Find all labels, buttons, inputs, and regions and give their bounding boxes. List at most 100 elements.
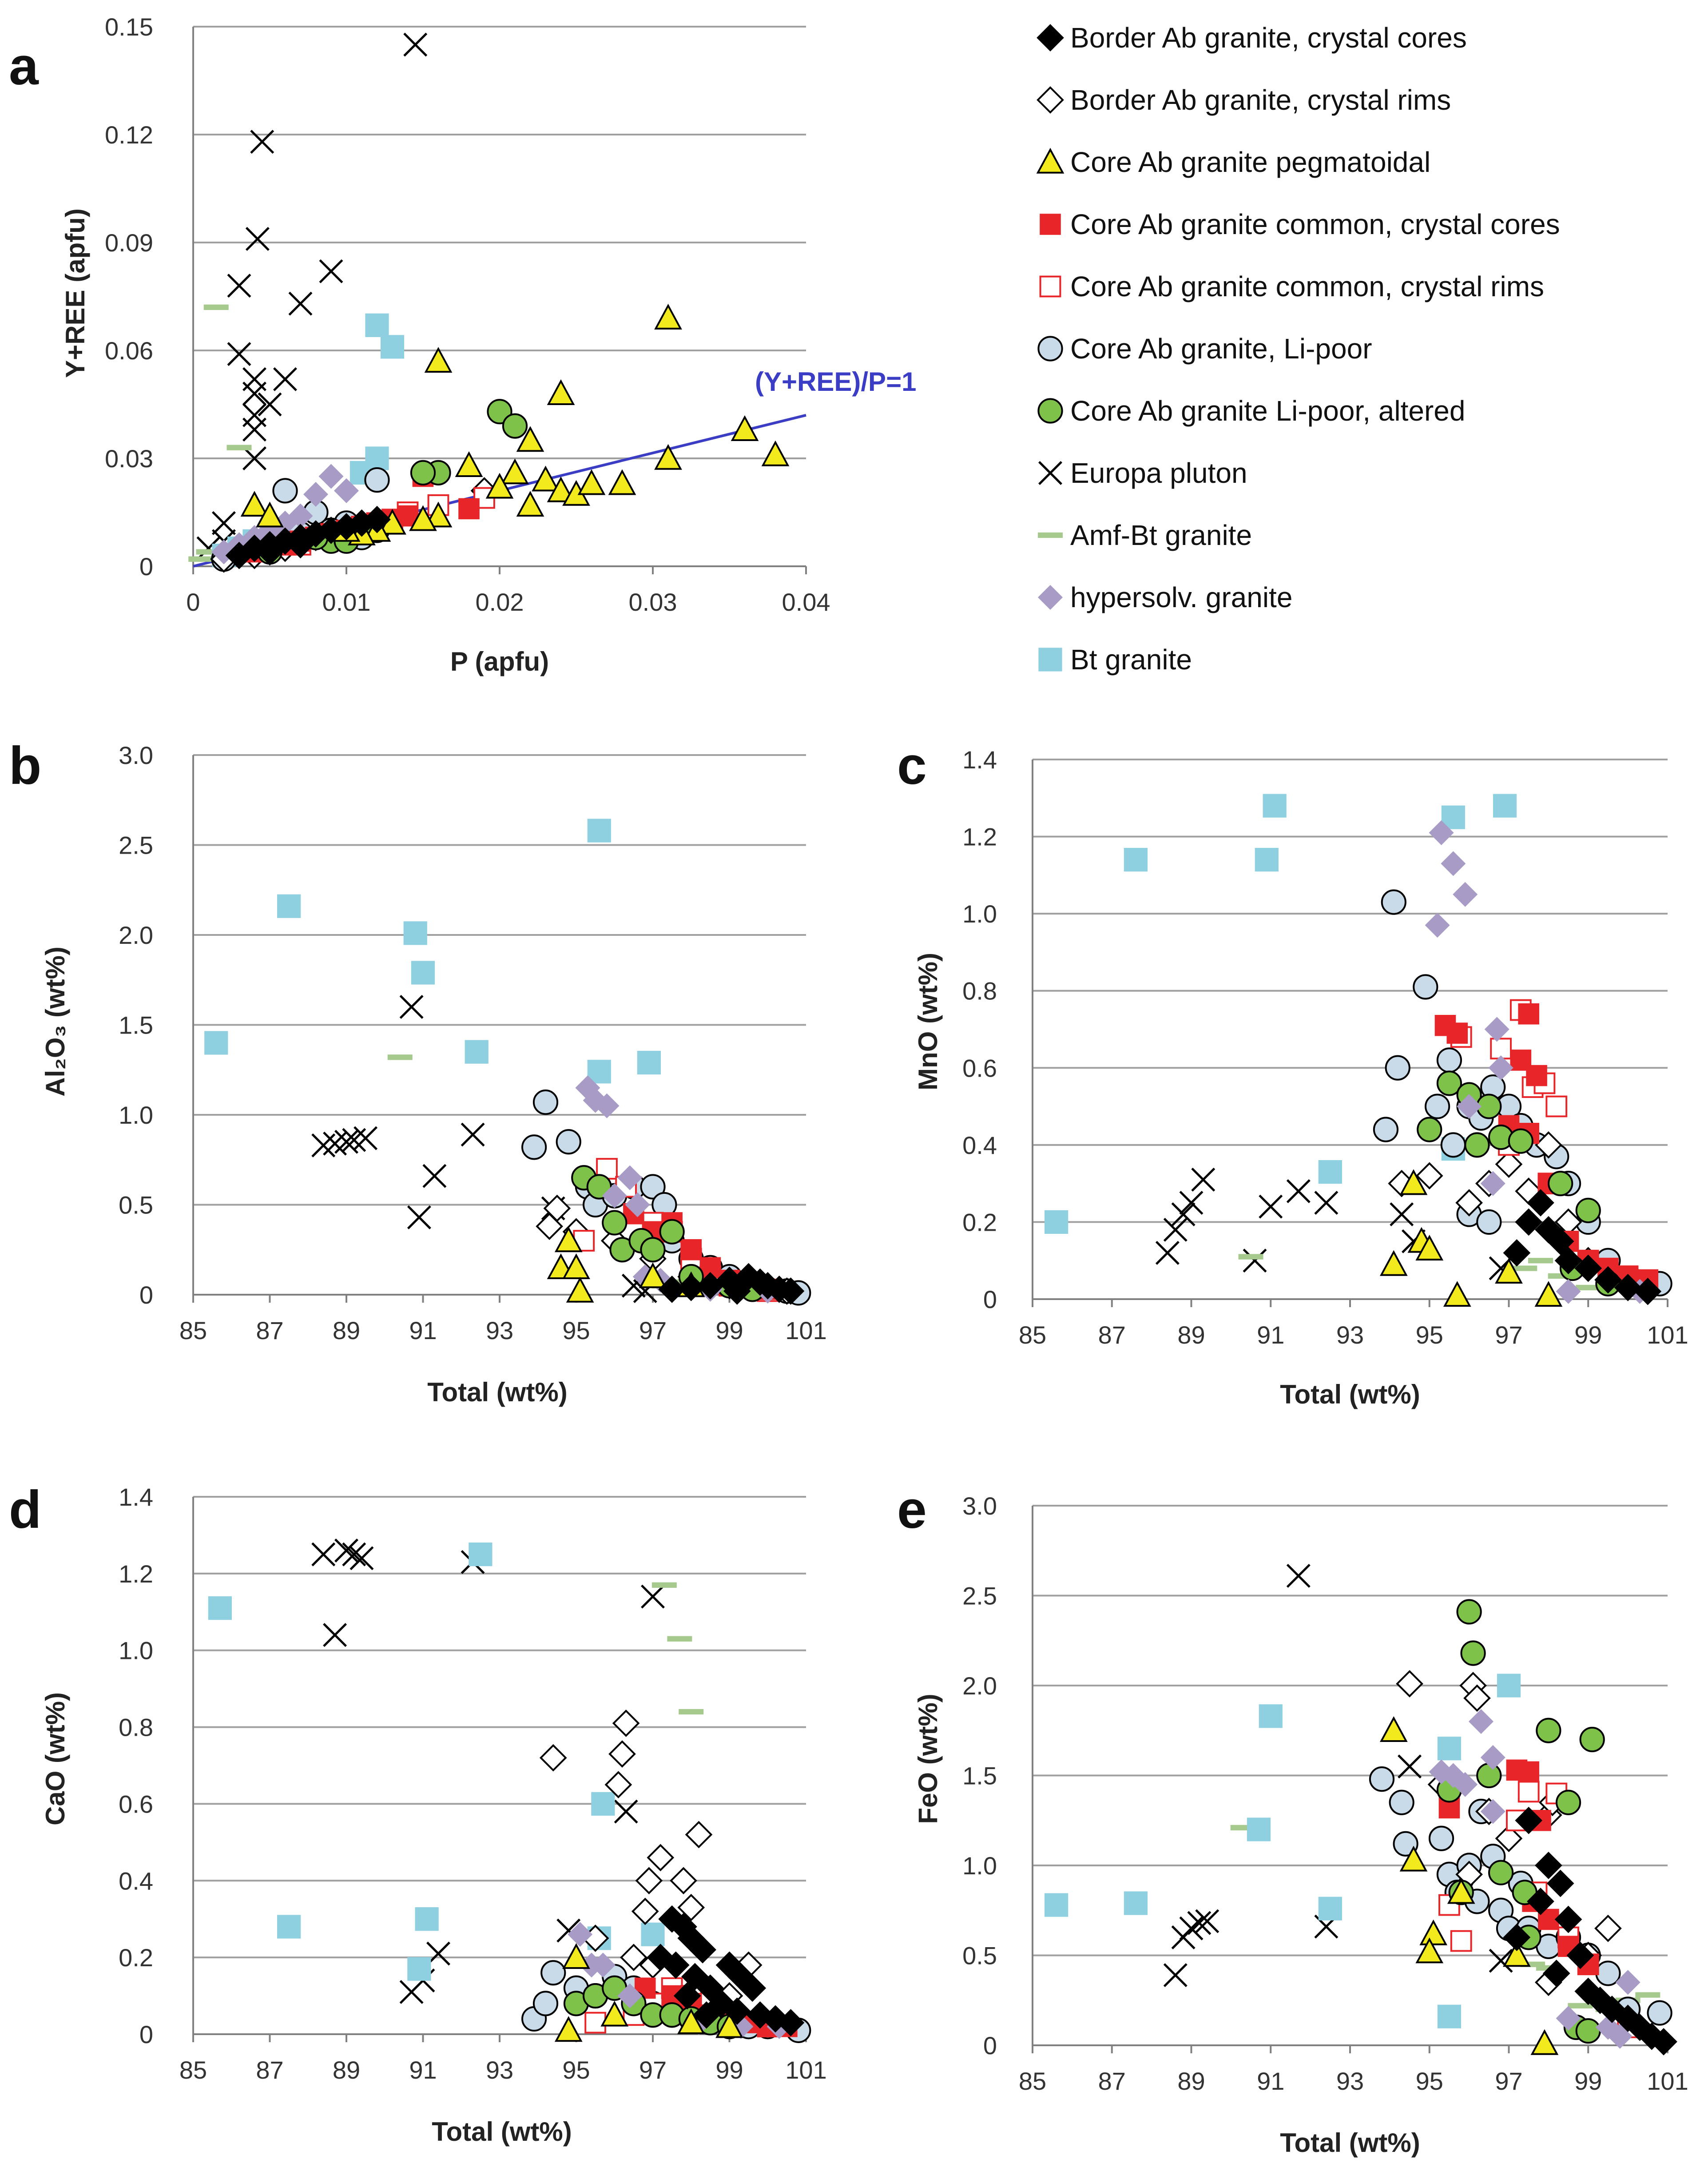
y-tick-label: 1.5 bbox=[962, 1762, 997, 1790]
data-point bbox=[667, 1636, 692, 1642]
data-point bbox=[1413, 974, 1438, 1000]
data-point bbox=[1463, 1684, 1491, 1712]
legend-marker bbox=[1036, 147, 1065, 174]
series-bt bbox=[1045, 794, 1517, 1234]
data-point bbox=[256, 501, 284, 528]
data-point bbox=[1318, 1897, 1342, 1920]
data-point bbox=[594, 1093, 620, 1118]
data-point bbox=[715, 2012, 743, 2038]
x-tick-label: 101 bbox=[1647, 1321, 1688, 1349]
data-point bbox=[1286, 1179, 1311, 1203]
data-point bbox=[242, 382, 266, 406]
series-border_cores bbox=[647, 1905, 805, 2036]
data-point bbox=[365, 313, 389, 337]
data-point bbox=[1195, 1909, 1219, 1933]
x-tick-label: 89 bbox=[1177, 1321, 1205, 1349]
data-point bbox=[1515, 1208, 1543, 1236]
x-tick-label: 93 bbox=[486, 1316, 513, 1344]
x-tick-label: 87 bbox=[1098, 1321, 1126, 1349]
data-point bbox=[1480, 1799, 1505, 1824]
legend-label: Bt granite bbox=[1070, 644, 1192, 676]
data-point bbox=[608, 469, 636, 495]
data-point bbox=[536, 1213, 563, 1240]
data-point bbox=[1555, 1789, 1581, 1815]
series-core_peg bbox=[1379, 1169, 1563, 1307]
panel-e-x-axis-label: Total (wt%) bbox=[1280, 2128, 1420, 2158]
panel-b-y-axis-label: Al₂O₃ (wt%) bbox=[40, 946, 70, 1097]
data-point bbox=[532, 1991, 559, 2016]
data-point bbox=[554, 2016, 583, 2042]
legend-label: Europa pluton bbox=[1070, 457, 1247, 489]
x-tick-label: 99 bbox=[715, 1316, 743, 1344]
data-point bbox=[1556, 2006, 1581, 2031]
series-bt bbox=[1045, 1674, 1521, 2028]
data-point bbox=[1508, 1128, 1533, 1154]
y-tick-label: 2.0 bbox=[962, 1672, 997, 1700]
series-amf_bt bbox=[1238, 1254, 1601, 1291]
data-point bbox=[746, 2001, 774, 2029]
data-point bbox=[554, 1226, 583, 1252]
data-point bbox=[1614, 2004, 1642, 2032]
data-point bbox=[1425, 913, 1450, 938]
legend-marker bbox=[1038, 532, 1063, 538]
data-point bbox=[1488, 1860, 1514, 1885]
x-tick-label: 91 bbox=[409, 1316, 437, 1344]
data-point bbox=[1488, 1055, 1513, 1081]
data-point bbox=[689, 1936, 716, 1964]
data-point bbox=[1554, 1247, 1582, 1275]
legend-marker bbox=[1038, 585, 1063, 610]
data-point bbox=[1247, 1817, 1271, 1841]
data-point bbox=[1542, 1960, 1570, 1987]
legend-item-core_lipoor: Core Ab granite, Li-poor bbox=[1037, 333, 1372, 365]
data-point bbox=[422, 1164, 447, 1188]
x-tick-label: 95 bbox=[562, 1316, 590, 1344]
series-amf_bt bbox=[188, 304, 252, 562]
x-tick-label: 0.04 bbox=[782, 588, 830, 616]
series-europa bbox=[311, 1539, 665, 2004]
data-point bbox=[654, 444, 682, 470]
data-point bbox=[1381, 889, 1406, 915]
panel-e-y-axis-label: FeO (wt%) bbox=[913, 1694, 943, 1824]
data-point bbox=[696, 1974, 724, 2002]
data-point bbox=[1415, 1234, 1444, 1260]
y-tick-label: 3.0 bbox=[962, 1492, 997, 1520]
data-point bbox=[250, 130, 274, 154]
y-tick-label: 0.2 bbox=[962, 1208, 997, 1236]
legend-marker bbox=[1037, 398, 1063, 424]
y-tick-label: 0.06 bbox=[105, 337, 153, 365]
y-tick-label: 0.5 bbox=[119, 1191, 153, 1219]
y-tick-label: 0.12 bbox=[105, 121, 153, 149]
panel-d-y-axis-label: CaO (wt%) bbox=[40, 1692, 70, 1825]
data-point bbox=[568, 1922, 593, 1947]
legend-marker bbox=[1037, 336, 1063, 362]
data-point bbox=[539, 1744, 567, 1772]
data-point bbox=[354, 1126, 378, 1150]
data-point bbox=[641, 1584, 665, 1609]
data-point bbox=[461, 1122, 485, 1147]
data-point bbox=[777, 1277, 805, 1305]
y-tick-label: 0.2 bbox=[119, 1944, 153, 1972]
x-tick-label: 99 bbox=[1574, 2067, 1602, 2095]
data-point bbox=[1446, 1022, 1468, 1044]
data-point bbox=[1554, 1905, 1582, 1933]
data-point bbox=[1594, 1914, 1622, 1942]
series-bt bbox=[204, 819, 661, 1084]
legend-item-amf_bt: Amf-Bt granite bbox=[1038, 519, 1252, 551]
data-point bbox=[1263, 794, 1287, 818]
y-tick-label: 1.2 bbox=[119, 1560, 153, 1588]
y-tick-label: 2.0 bbox=[119, 921, 153, 949]
y-tick-label: 0.6 bbox=[119, 1790, 153, 1818]
x-tick-label: 87 bbox=[256, 2056, 283, 2084]
data-point bbox=[1259, 1704, 1283, 1728]
y-tick-label: 1.5 bbox=[119, 1011, 153, 1039]
panel-a-chart: a Y+REE (apfu) P (apfu) (Y+REE)/P=1 0 0.0… bbox=[9, 13, 917, 676]
data-point bbox=[547, 379, 575, 405]
legend-marker bbox=[1040, 214, 1061, 235]
data-point bbox=[602, 1183, 627, 1209]
x-tick-label: 97 bbox=[1495, 2067, 1522, 2095]
data-point bbox=[458, 498, 480, 520]
data-point bbox=[1495, 1258, 1523, 1284]
data-point bbox=[1615, 1970, 1640, 1995]
y-tick-label: 1.0 bbox=[119, 1637, 153, 1665]
data-point bbox=[455, 451, 483, 477]
